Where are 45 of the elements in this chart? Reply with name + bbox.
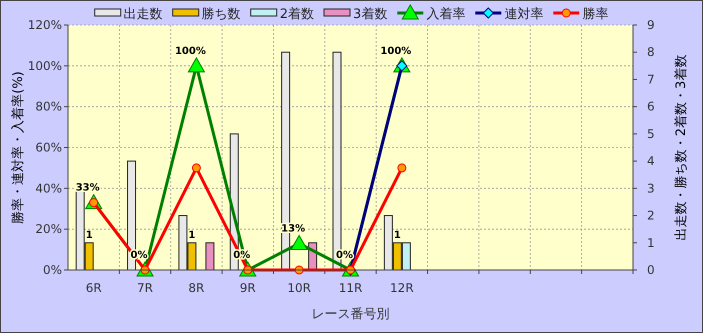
x-tick-label: 10R <box>287 281 311 295</box>
y-tick-label: 0% <box>42 263 62 277</box>
data-label: 100% <box>174 46 206 57</box>
x-tick-label: 9R <box>240 281 256 295</box>
y-axis-title: 勝率・連対率・入着率(%) <box>10 71 26 224</box>
y2-tick-label: 3 <box>647 181 655 196</box>
y2-tick-label: 6 <box>647 100 655 114</box>
legend-label: 入着率 <box>426 6 466 22</box>
y-tick-label: 20% <box>35 222 62 236</box>
y-tick-label: 80% <box>35 100 62 114</box>
x-tick-label: 12R <box>390 281 414 295</box>
y-tick-label: 40% <box>35 181 62 196</box>
legend-label: 勝ち数 <box>202 7 241 22</box>
point <box>290 234 308 250</box>
legend-label: 3着数 <box>353 6 388 22</box>
legend-label: 出走数 <box>124 7 163 22</box>
data-label: 1 <box>188 230 196 241</box>
point <box>192 163 201 172</box>
y2-tick-label: 8 <box>647 45 655 60</box>
x-tick-label: 8R <box>188 281 204 295</box>
x-tick-label: 6R <box>86 281 102 295</box>
data-label: 1 <box>86 230 93 241</box>
y2-tick-label: 5 <box>647 126 655 141</box>
y-tick-label: 100% <box>28 58 62 73</box>
legend-label: 2着数 <box>280 6 314 22</box>
point <box>188 57 205 72</box>
legend-label: 連対率 <box>504 6 544 22</box>
x-tick-label: 11R <box>338 281 362 295</box>
x-axis-title: レース番号別 <box>312 307 390 322</box>
y2-tick-label: 0 <box>647 263 655 277</box>
bar <box>205 242 214 270</box>
legend-label: 勝率 <box>582 6 608 22</box>
y2-tick-label: 2 <box>647 208 655 223</box>
y2-tick-label: 7 <box>647 72 655 86</box>
y2-axis-title: 出走数・勝ち数・2着数・3着数 <box>673 54 689 240</box>
point <box>397 163 406 172</box>
y2-tick-label: 1 <box>647 236 655 250</box>
y2-tick-label: 9 <box>647 18 655 32</box>
y-tick-label: 120% <box>28 18 62 32</box>
y-tick-label: 60% <box>35 140 62 154</box>
data-label: 1 <box>394 230 401 241</box>
data-label: 100% <box>380 46 412 57</box>
x-tick-label: 7R <box>137 281 154 295</box>
data-label: 33% <box>76 182 100 194</box>
y2-tick-label: 4 <box>647 154 655 168</box>
